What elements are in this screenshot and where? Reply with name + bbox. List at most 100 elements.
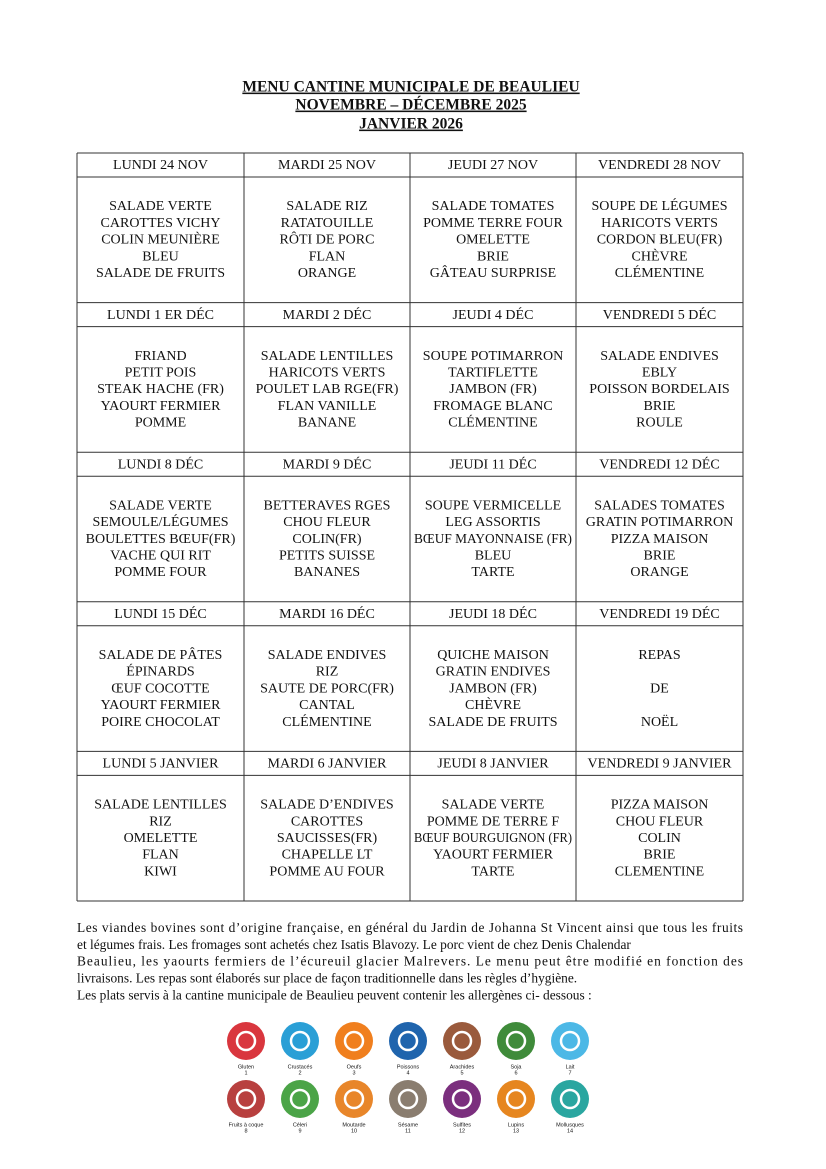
menu-item: JAMBON (FR) [449, 681, 537, 696]
menu-item: OMELETTE [124, 831, 198, 846]
allergen-icon [443, 1022, 481, 1060]
allergen-icon-inner [235, 1030, 257, 1052]
menu-item: POMME TERRE FOUR [423, 216, 563, 231]
day-header: JEUDI 11 DÉC [449, 455, 536, 472]
menu-item: RIZ [316, 665, 339, 680]
allergen-icon [335, 1022, 373, 1060]
menu-item: SALADES TOMATES [594, 498, 725, 513]
menu-item: BRIE [644, 399, 676, 414]
note-line: livraisons. Les repas sont élaborés sur … [77, 970, 577, 985]
allergen-name: Sulfites [453, 1122, 471, 1128]
title-line: JANVIER 2026 [359, 116, 463, 133]
menu-item: CHOU FLEUR [616, 814, 704, 829]
day-header: VENDREDI 5 DÉC [603, 306, 717, 323]
allergen-icon [443, 1080, 481, 1118]
allergen-number: 2 [298, 1070, 301, 1076]
menu-item: ÉPINARDS [126, 663, 194, 680]
menu-item: FLAN [142, 848, 179, 863]
menu-item: BLEU [475, 549, 512, 564]
day-header: VENDREDI 9 JANVIER [588, 757, 733, 772]
menu-item: POIRE CHOCOLAT [101, 715, 220, 730]
day-header: JEUDI 4 DÉC [453, 306, 534, 323]
menu-item: COLIN [638, 831, 681, 846]
menu-item: CANTAL [299, 698, 355, 713]
menu-item: TARTE [471, 565, 514, 580]
menu-item: SEMOULE/LÉGUMES [92, 513, 228, 530]
allergen-number: 1 [244, 1070, 247, 1076]
allergen-number: 9 [298, 1128, 301, 1134]
allergen-icon-inner [505, 1088, 527, 1110]
allergen-number: 8 [244, 1128, 247, 1134]
menu-item: SALADE ENDIVES [600, 349, 719, 364]
day-header: JEUDI 18 DÉC [449, 605, 537, 622]
allergen-number: 5 [460, 1070, 463, 1076]
day-header: MARDI 6 JANVIER [268, 757, 388, 772]
allergen-name: Arachides [450, 1064, 475, 1070]
allergen-icon [227, 1022, 265, 1060]
menu-item: CLÉMENTINE [282, 713, 371, 730]
allergen-icon-inner [397, 1030, 419, 1052]
note-line: Les plats servis à la cantine municipale… [77, 987, 592, 1002]
menu-item: JAMBON (FR) [449, 382, 537, 397]
allergen-icon-inner [289, 1030, 311, 1052]
menu-item: BRIE [644, 848, 676, 863]
menu-item: GRATIN ENDIVES [436, 665, 551, 680]
day-header: MARDI 16 DÉC [279, 605, 375, 622]
allergen-name: Céleri [293, 1122, 307, 1128]
menu-item: YAOURT FERMIER [101, 399, 222, 414]
menu-item: SOUPE POTIMARRON [423, 349, 563, 364]
allergen-icon [497, 1022, 535, 1060]
menu-item: PETIT POIS [125, 366, 197, 381]
allergen-name: Oeufs [347, 1064, 362, 1070]
allergen-number: 14 [567, 1128, 573, 1134]
menu-item: SAUCISSES(FR) [277, 831, 378, 846]
day-header: LUNDI 15 DÉC [114, 605, 207, 622]
menu-item: RATATOUILLE [281, 216, 374, 231]
note-line: et légumes frais. Les fromages sont ache… [77, 937, 631, 952]
menu-item: BETTERAVES RGES [264, 498, 391, 513]
allergen-name: Mollusques [556, 1122, 584, 1128]
allergen-name: Soja [510, 1064, 522, 1070]
allergen-icon [497, 1080, 535, 1118]
menu-item: LEG ASSORTIS [445, 515, 540, 530]
day-header: VENDREDI 28 NOV [598, 158, 721, 173]
allergen-name: Poissons [397, 1064, 420, 1070]
allergen-name: Lait [566, 1064, 575, 1070]
menu-item: PETITS SUISSE [279, 549, 375, 564]
allergen-icon-inner [505, 1030, 527, 1052]
menu-item: PIZZA MAISON [611, 798, 709, 813]
menu-item: TARTIFLETTE [448, 366, 538, 381]
menu-item: SALADE DE FRUITS [428, 715, 557, 730]
menu-item: YAOURT FERMIER [101, 698, 222, 713]
menu-item: REPAS [638, 648, 680, 663]
allergen-number: 6 [514, 1070, 517, 1076]
menu-item: CHOU FLEUR [283, 515, 371, 530]
allergen-number: 12 [459, 1128, 465, 1134]
allergen-icon [227, 1080, 265, 1118]
allergen-name: Moutarde [342, 1122, 365, 1128]
allergen-name: Crustacés [288, 1064, 313, 1070]
menu-item: SALADE DE PÂTES [99, 646, 223, 663]
menu-item: FRIAND [134, 349, 186, 364]
menu-item: ORANGE [298, 266, 356, 281]
menu-item: STEAK HACHE (FR) [97, 382, 224, 397]
menu-item: BOULETTES BŒUF(FR) [86, 532, 236, 547]
allergen-name: Fruits à coque [229, 1122, 264, 1128]
menu-item: BRIE [644, 549, 676, 564]
menu-item: HARICOTS VERTS [269, 366, 386, 381]
allergen-icon-inner [451, 1088, 473, 1110]
menu-item: CLEMENTINE [615, 864, 704, 879]
menu-item: POULET LAB RGE(FR) [256, 382, 399, 397]
menu-item: POMME DE TERRE F [427, 814, 560, 829]
menu-item: CLÉMENTINE [615, 264, 704, 281]
menu-item: SALADE DE FRUITS [96, 266, 225, 281]
allergen-icon-inner [343, 1088, 365, 1110]
menu-item: CORDON BLEU(FR) [597, 233, 723, 248]
menu-item: TARTE [471, 864, 514, 879]
allergen-icon-inner [235, 1088, 257, 1110]
day-header: MARDI 25 NOV [278, 158, 376, 173]
menu-item: BRIE [477, 249, 509, 264]
menu-item: SALADE RIZ [286, 199, 367, 214]
menu-item: COLIN(FR) [292, 532, 362, 547]
